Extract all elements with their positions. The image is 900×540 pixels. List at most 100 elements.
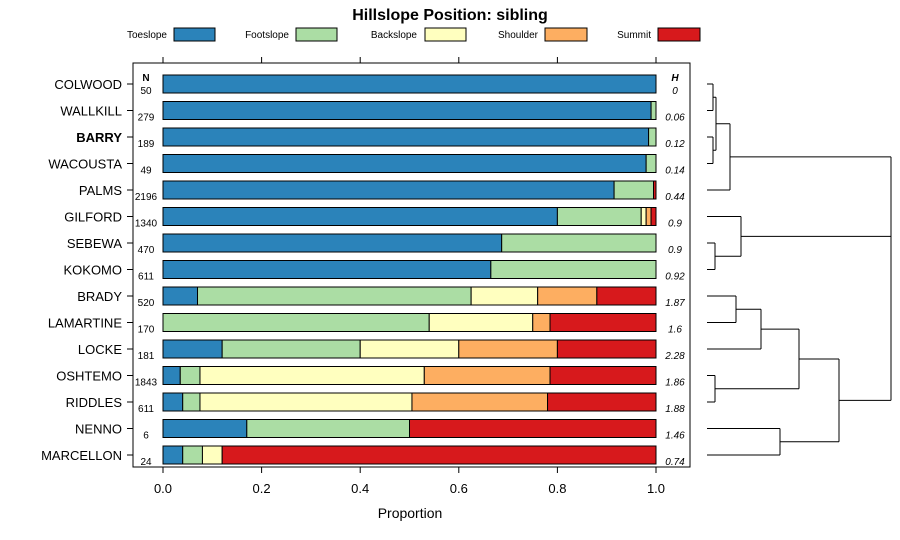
x-tick-label: 0.8 <box>548 481 566 496</box>
bar-segment-toeslope <box>162 74 657 94</box>
bar-segment-summit <box>650 207 657 226</box>
legend-label-summit: Summit <box>617 30 651 41</box>
category-label: BARRY <box>76 130 122 145</box>
x-tick-label: 0.2 <box>253 481 271 496</box>
bar-segment-toeslope <box>162 154 647 173</box>
bar-segment-footslope <box>162 313 430 332</box>
chart-title: Hillslope Position: sibling <box>352 7 548 24</box>
h-value: 1.87 <box>665 298 685 309</box>
h-value: 0.92 <box>665 272 685 283</box>
bar-segment-footslope <box>246 419 410 438</box>
bar-segment-shoulder <box>645 207 652 226</box>
category-label: COLWOOD <box>54 77 122 92</box>
h-value: 0.9 <box>668 219 682 230</box>
n-value: 470 <box>138 245 155 256</box>
h-value: 0.74 <box>665 457 685 468</box>
bar-segment-shoulder <box>411 392 549 412</box>
bar-segment-toeslope <box>162 233 503 253</box>
category-label: RIDDLES <box>66 395 123 410</box>
bar-segment-backslope <box>359 339 460 359</box>
h-header: H <box>671 73 679 84</box>
category-label: GILFORD <box>64 210 122 225</box>
n-value: 611 <box>138 272 154 283</box>
category-label: OSHTEMO <box>56 369 122 384</box>
n-value: 1843 <box>135 378 158 389</box>
bar-segment-footslope <box>182 445 203 465</box>
bar-segment-toeslope <box>162 127 650 147</box>
legend-label-footslope: Footslope <box>245 30 289 41</box>
h-value: 0.12 <box>665 139 685 150</box>
category-label: MARCELLON <box>41 448 122 463</box>
bar-segment-backslope <box>640 207 647 226</box>
category-label: NENNO <box>75 422 122 437</box>
bar-segment-toeslope <box>162 392 184 412</box>
bar-segment-toeslope <box>162 207 558 226</box>
category-label: WALLKILL <box>60 104 122 119</box>
n-value: 24 <box>140 457 152 468</box>
legend-label-toeslope: Toeslope <box>127 30 167 41</box>
legend-swatch-backslope <box>424 27 467 42</box>
dendrogram <box>707 83 892 456</box>
bar-segment-backslope <box>428 313 534 332</box>
x-tick-label: 0.0 <box>154 481 172 496</box>
x-tick-label: 0.6 <box>450 481 468 496</box>
category-label: LOCKE <box>78 342 122 357</box>
bar-segment-footslope <box>650 101 657 120</box>
bar-segment-summit <box>409 419 657 438</box>
bar-segment-summit <box>549 366 657 385</box>
h-value: 0.44 <box>665 192 685 203</box>
bar-segment-toeslope <box>162 180 615 200</box>
category-label: LAMARTINE <box>48 316 122 331</box>
bar-segment-footslope <box>197 286 472 306</box>
n-value: 279 <box>138 113 155 124</box>
n-value: 2196 <box>135 192 158 203</box>
bar-segment-footslope <box>501 233 657 253</box>
h-value: 1.46 <box>665 431 685 442</box>
bar-segment-toeslope <box>162 339 223 359</box>
legend-swatch-shoulder <box>544 27 588 42</box>
category-label: WACOUSTA <box>48 157 122 172</box>
bar-segment-shoulder <box>423 366 551 385</box>
bar-segment-shoulder <box>532 313 551 332</box>
h-value: 0.06 <box>665 113 685 124</box>
bar-segment-summit <box>549 313 657 332</box>
h-value: 0.14 <box>665 166 685 177</box>
n-value: 50 <box>140 86 152 97</box>
category-label: KOKOMO <box>63 263 122 278</box>
bar-segment-summit <box>556 339 657 359</box>
bar-segment-footslope <box>613 180 655 200</box>
bar-segment-summit <box>547 392 657 412</box>
bar-segment-backslope <box>199 366 425 385</box>
bar-segment-backslope <box>199 392 413 412</box>
x-tick-label: 0.4 <box>351 481 369 496</box>
bar-segment-shoulder <box>537 286 598 306</box>
bar-segment-backslope <box>201 445 223 465</box>
bar-segment-toeslope <box>162 101 652 120</box>
n-header: N <box>142 73 149 84</box>
n-value: 520 <box>138 298 155 309</box>
plot-frame <box>132 62 691 468</box>
bar-segment-summit <box>221 445 657 465</box>
h-value: 1.6 <box>668 325 682 336</box>
x-tick-label: 1.0 <box>647 481 665 496</box>
bar-segment-toeslope <box>162 445 184 465</box>
bar-segment-footslope <box>556 207 642 226</box>
legend-swatch-toeslope <box>173 27 216 42</box>
bar-segment-toeslope <box>162 366 181 385</box>
h-value: 1.86 <box>665 378 685 389</box>
bar-segment-summit <box>596 286 657 306</box>
n-value: 181 <box>138 351 155 362</box>
category-label: PALMS <box>79 183 122 198</box>
bar-segment-footslope <box>648 127 657 147</box>
legend-swatch-footslope <box>295 27 338 42</box>
bar-segment-footslope <box>490 260 657 279</box>
bar-segment-toeslope <box>162 419 248 438</box>
n-value: 611 <box>138 404 154 415</box>
n-value: 189 <box>138 139 155 150</box>
n-value: 49 <box>140 166 152 177</box>
h-value: 0 <box>672 86 678 97</box>
x-axis-title: Proportion <box>378 505 443 521</box>
bar-segment-footslope <box>182 392 201 412</box>
bar-segment-footslope <box>645 154 657 173</box>
